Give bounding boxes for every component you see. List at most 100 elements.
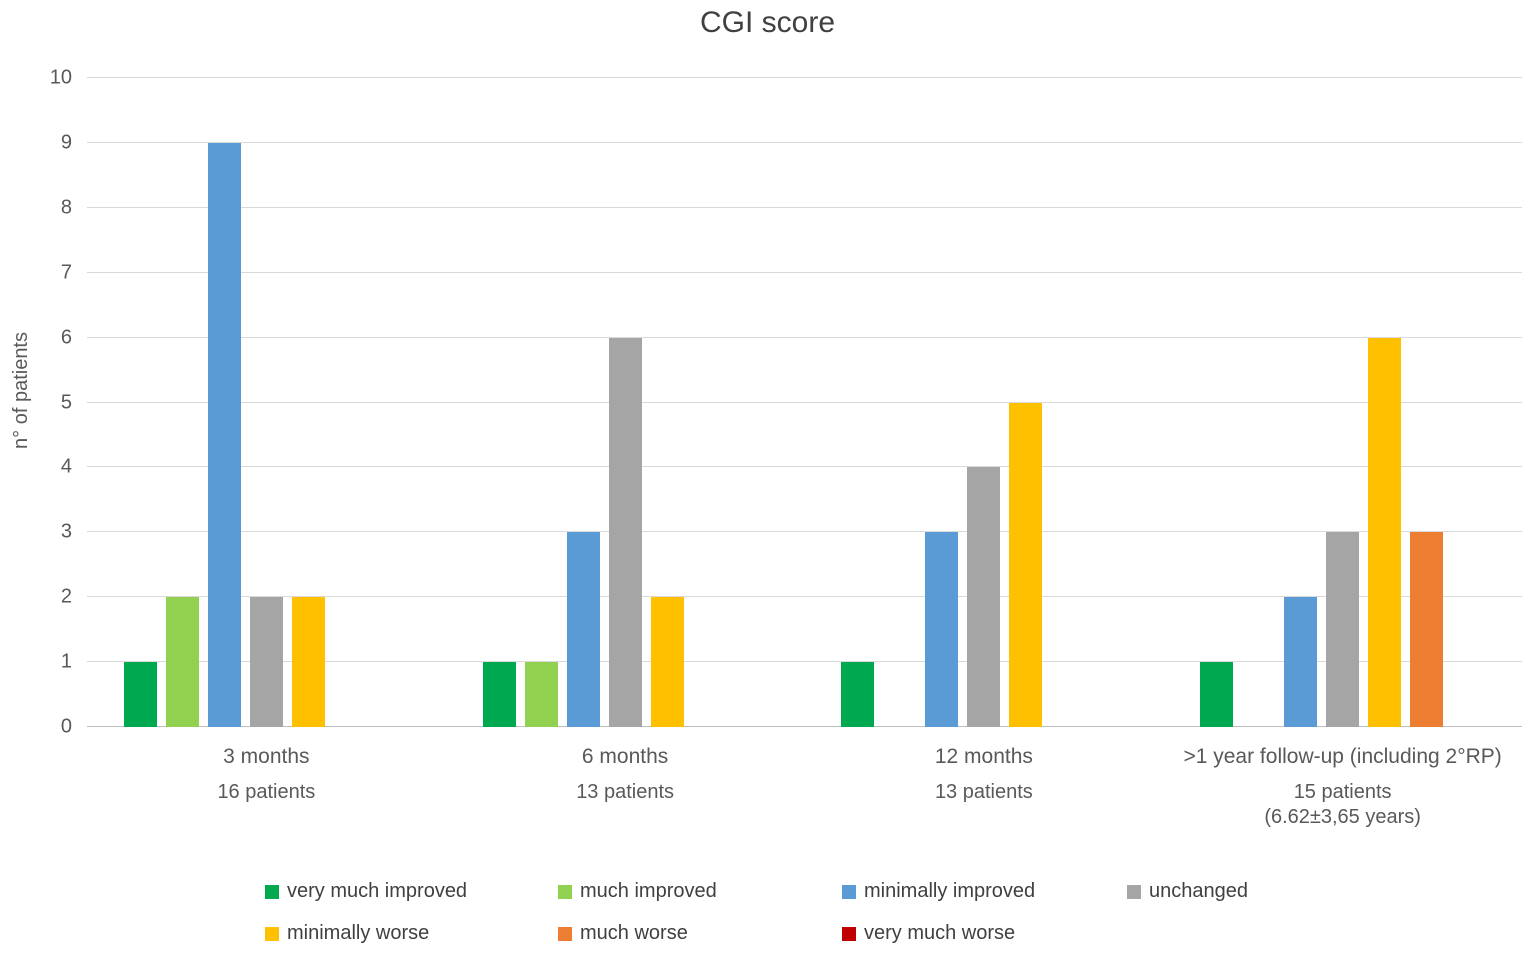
bar-minimally-improved-3-months [207,142,241,727]
y-tick-6: 6 [60,326,72,349]
bar-slot-much-worse [1051,78,1084,727]
legend-swatch-very-much-improved [265,884,279,899]
gridline-9 [87,141,1522,143]
y-tick-0: 0 [60,715,72,738]
legend-item-much-worse: much worse [558,922,688,945]
y-tick-1: 1 [60,650,72,673]
bar-very-much-improved-6-months [482,662,516,727]
x-category-sublabel: 15 patients [1293,781,1392,803]
legend-item-very-much-worse: very much worse [842,922,1015,945]
gridline-8 [87,206,1522,208]
x-category-sublabel: (6.62±3,65 years) [1264,806,1421,828]
bar-slot-unchanged [1326,78,1360,727]
legend-swatch-much-worse [558,926,572,941]
bar-slot-minimally-worse [1368,78,1402,727]
bar-slot-minimally-improved [566,78,600,727]
y-tick-3: 3 [60,520,72,543]
bar-slot-much-improved [883,78,916,727]
gridline-6 [87,336,1522,338]
bar-slot-very-much-worse [735,78,768,727]
bar-slot-very-much-worse [376,78,409,727]
gridline-5 [87,401,1522,403]
x-category-1-year-follow-up-including-2-rp: >1 year follow-up (including 2°RP) 15 pat… [1163,745,1522,830]
bar-group-12-months [805,78,1164,727]
gridline-0 [87,726,1522,727]
legend-label: unchanged [1149,880,1248,902]
bar-much-improved-6-months [524,662,558,727]
bar-slot-much-worse [1410,78,1444,727]
chart-title: CGI score [699,6,836,39]
x-category-sublabel: 16 patients [217,781,316,803]
bar-slot-minimally-worse [650,78,684,727]
bar-slot-very-much-worse [1093,78,1126,727]
bar-minimally-improved-12-months [925,532,959,727]
bar-very-much-improved-12-months [841,662,875,727]
bar-very-much-improved-1-year-follow-up-including-2-rp [1200,662,1234,727]
y-axis-tick-labels: 0 1 2 3 4 5 6 7 8 9 10 [0,67,72,738]
bar-slot-unchanged [608,78,642,727]
bar-unchanged-3-months [249,597,283,727]
bar-slot-unchanged [967,78,1001,727]
y-tick-8: 8 [60,196,72,219]
bar-slot-very-much-improved [482,78,516,727]
x-category-label: 12 months [934,745,1033,768]
bar-slot-much-worse [693,78,726,727]
bar-slot-minimally-worse [1009,78,1043,727]
y-tick-2: 2 [60,585,72,608]
bar-much-worse-1-year-follow-up-including-2-rp [1410,532,1444,727]
legend-swatch-minimally-improved [842,884,856,899]
legend-label: much improved [580,880,717,902]
bar-minimally-worse-6-months [650,597,684,727]
bar-minimally-worse-12-months [1009,402,1043,727]
bar-slot-minimally-improved [207,78,241,727]
legend-item-very-much-improved: very much improved [265,880,467,903]
bar-group-6-months [446,78,805,727]
bar-very-much-improved-3-months [123,662,157,727]
bar-minimally-improved-6-months [566,532,600,727]
x-category-label: 6 months [581,745,669,768]
y-tick-5: 5 [60,391,72,413]
bar-slot-much-improved [524,78,558,727]
legend-swatch-very-much-worse [842,926,856,941]
legend-label: minimally worse [287,922,430,944]
bar-slot-very-much-worse [1452,78,1485,727]
legend-label: very much improved [287,880,468,902]
gridline-4 [87,466,1522,468]
bar-slot-minimally-improved [925,78,959,727]
legend-item-unchanged: unchanged [1127,880,1248,903]
gridline-7 [87,271,1522,273]
gridline-3 [87,531,1522,533]
bar-minimally-improved-1-year-follow-up-including-2-rp [1284,597,1318,727]
bar-much-improved-3-months [165,597,199,727]
bar-slot-minimally-improved [1284,78,1318,727]
bar-slot-very-much-improved [841,78,875,727]
gridline-1 [87,661,1522,663]
legend-swatch-minimally-worse [265,926,279,941]
legend-label: minimally improved [864,880,1036,902]
legend-item-minimally-improved: minimally improved [842,880,1035,903]
legend-label: much worse [580,922,688,944]
legend-swatch-much-improved [558,884,572,899]
x-category-sublabel: 13 patients [576,781,675,803]
plot-area [87,77,1522,727]
bar-group-3-months [87,78,446,727]
x-category-12-months: 12 months 13 patients [805,745,1164,805]
bar-minimally-worse-3-months [291,597,325,727]
bar-slot-minimally-worse [291,78,325,727]
y-tick-9: 9 [60,131,72,154]
bar-slot-very-much-improved [123,78,157,727]
y-tick-10: 10 [49,66,72,89]
x-category-6-months: 6 months 13 patients [446,745,805,805]
legend-item-minimally-worse: minimally worse [265,922,429,945]
bar-slot-much-worse [334,78,367,727]
bar-minimally-worse-1-year-follow-up-including-2-rp [1368,337,1402,727]
x-category-3-months: 3 months 16 patients [87,745,446,805]
legend-swatch-unchanged [1127,884,1141,899]
y-tick-4: 4 [60,455,72,478]
gridline-2 [87,596,1522,598]
legend-label: very much worse [864,922,1016,944]
gridline-10 [87,77,1522,78]
x-category-label: 3 months [223,745,310,768]
bar-group-1-year-follow-up-including-2-rp [1163,78,1522,727]
bar-unchanged-12-months [967,467,1001,727]
